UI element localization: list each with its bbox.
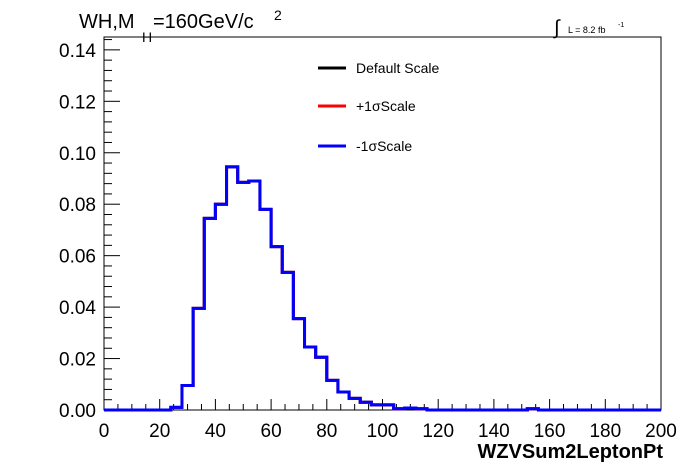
y-tick-label: 0.00 — [59, 401, 96, 422]
y-tick-label: 0.10 — [59, 144, 96, 165]
y-tick-label: 0.02 — [59, 350, 96, 371]
y-axis: 0.00 0.02 0.04 0.06 0.08 0.10 0.12 0.14 — [59, 39, 120, 422]
lumi-integral-symbol: ∫ — [553, 17, 561, 39]
x-tick-label: 0 — [99, 421, 110, 442]
title-main: WH,M — [79, 11, 135, 33]
title-superscript: 2 — [274, 7, 282, 23]
legend-label-minus1sigma-scale: -1σScale — [356, 138, 412, 154]
y-tick-label: 0.14 — [59, 41, 96, 62]
y-tick-label: 0.04 — [59, 298, 96, 319]
x-tick-label: 140 — [478, 421, 510, 442]
title-rest: =160GeV/c — [153, 11, 254, 33]
series-minus1sigma-scale-histogram — [104, 165, 661, 412]
x-tick-label: 60 — [261, 421, 282, 442]
legend-label-default-scale: Default Scale — [356, 60, 439, 76]
x-axis: 0 20 40 60 80 100 120 140 160 180 200 — [99, 399, 677, 442]
x-tick-label: 180 — [589, 421, 621, 442]
lumi-superscript: -1 — [618, 22, 624, 29]
x-tick-label: 80 — [316, 421, 337, 442]
legend: Default Scale +1σScale -1σScale — [318, 60, 439, 154]
x-tick-label: 100 — [367, 421, 399, 442]
x-tick-label: 20 — [149, 421, 170, 442]
x-tick-label: 200 — [645, 421, 677, 442]
lumi-label: L = 8.2 fb — [568, 25, 605, 35]
x-tick-label: 120 — [422, 421, 454, 442]
series-layer — [104, 165, 661, 412]
y-tick-label: 0.08 — [59, 195, 96, 216]
x-tick-label: 40 — [205, 421, 226, 442]
legend-label-plus1sigma-scale: +1σScale — [356, 98, 416, 114]
y-tick-label: 0.06 — [59, 247, 96, 268]
y-tick-label: 0.12 — [59, 92, 96, 113]
x-tick-label: 160 — [534, 421, 566, 442]
x-axis-label: WZVSum2LeptonPt — [477, 441, 663, 463]
